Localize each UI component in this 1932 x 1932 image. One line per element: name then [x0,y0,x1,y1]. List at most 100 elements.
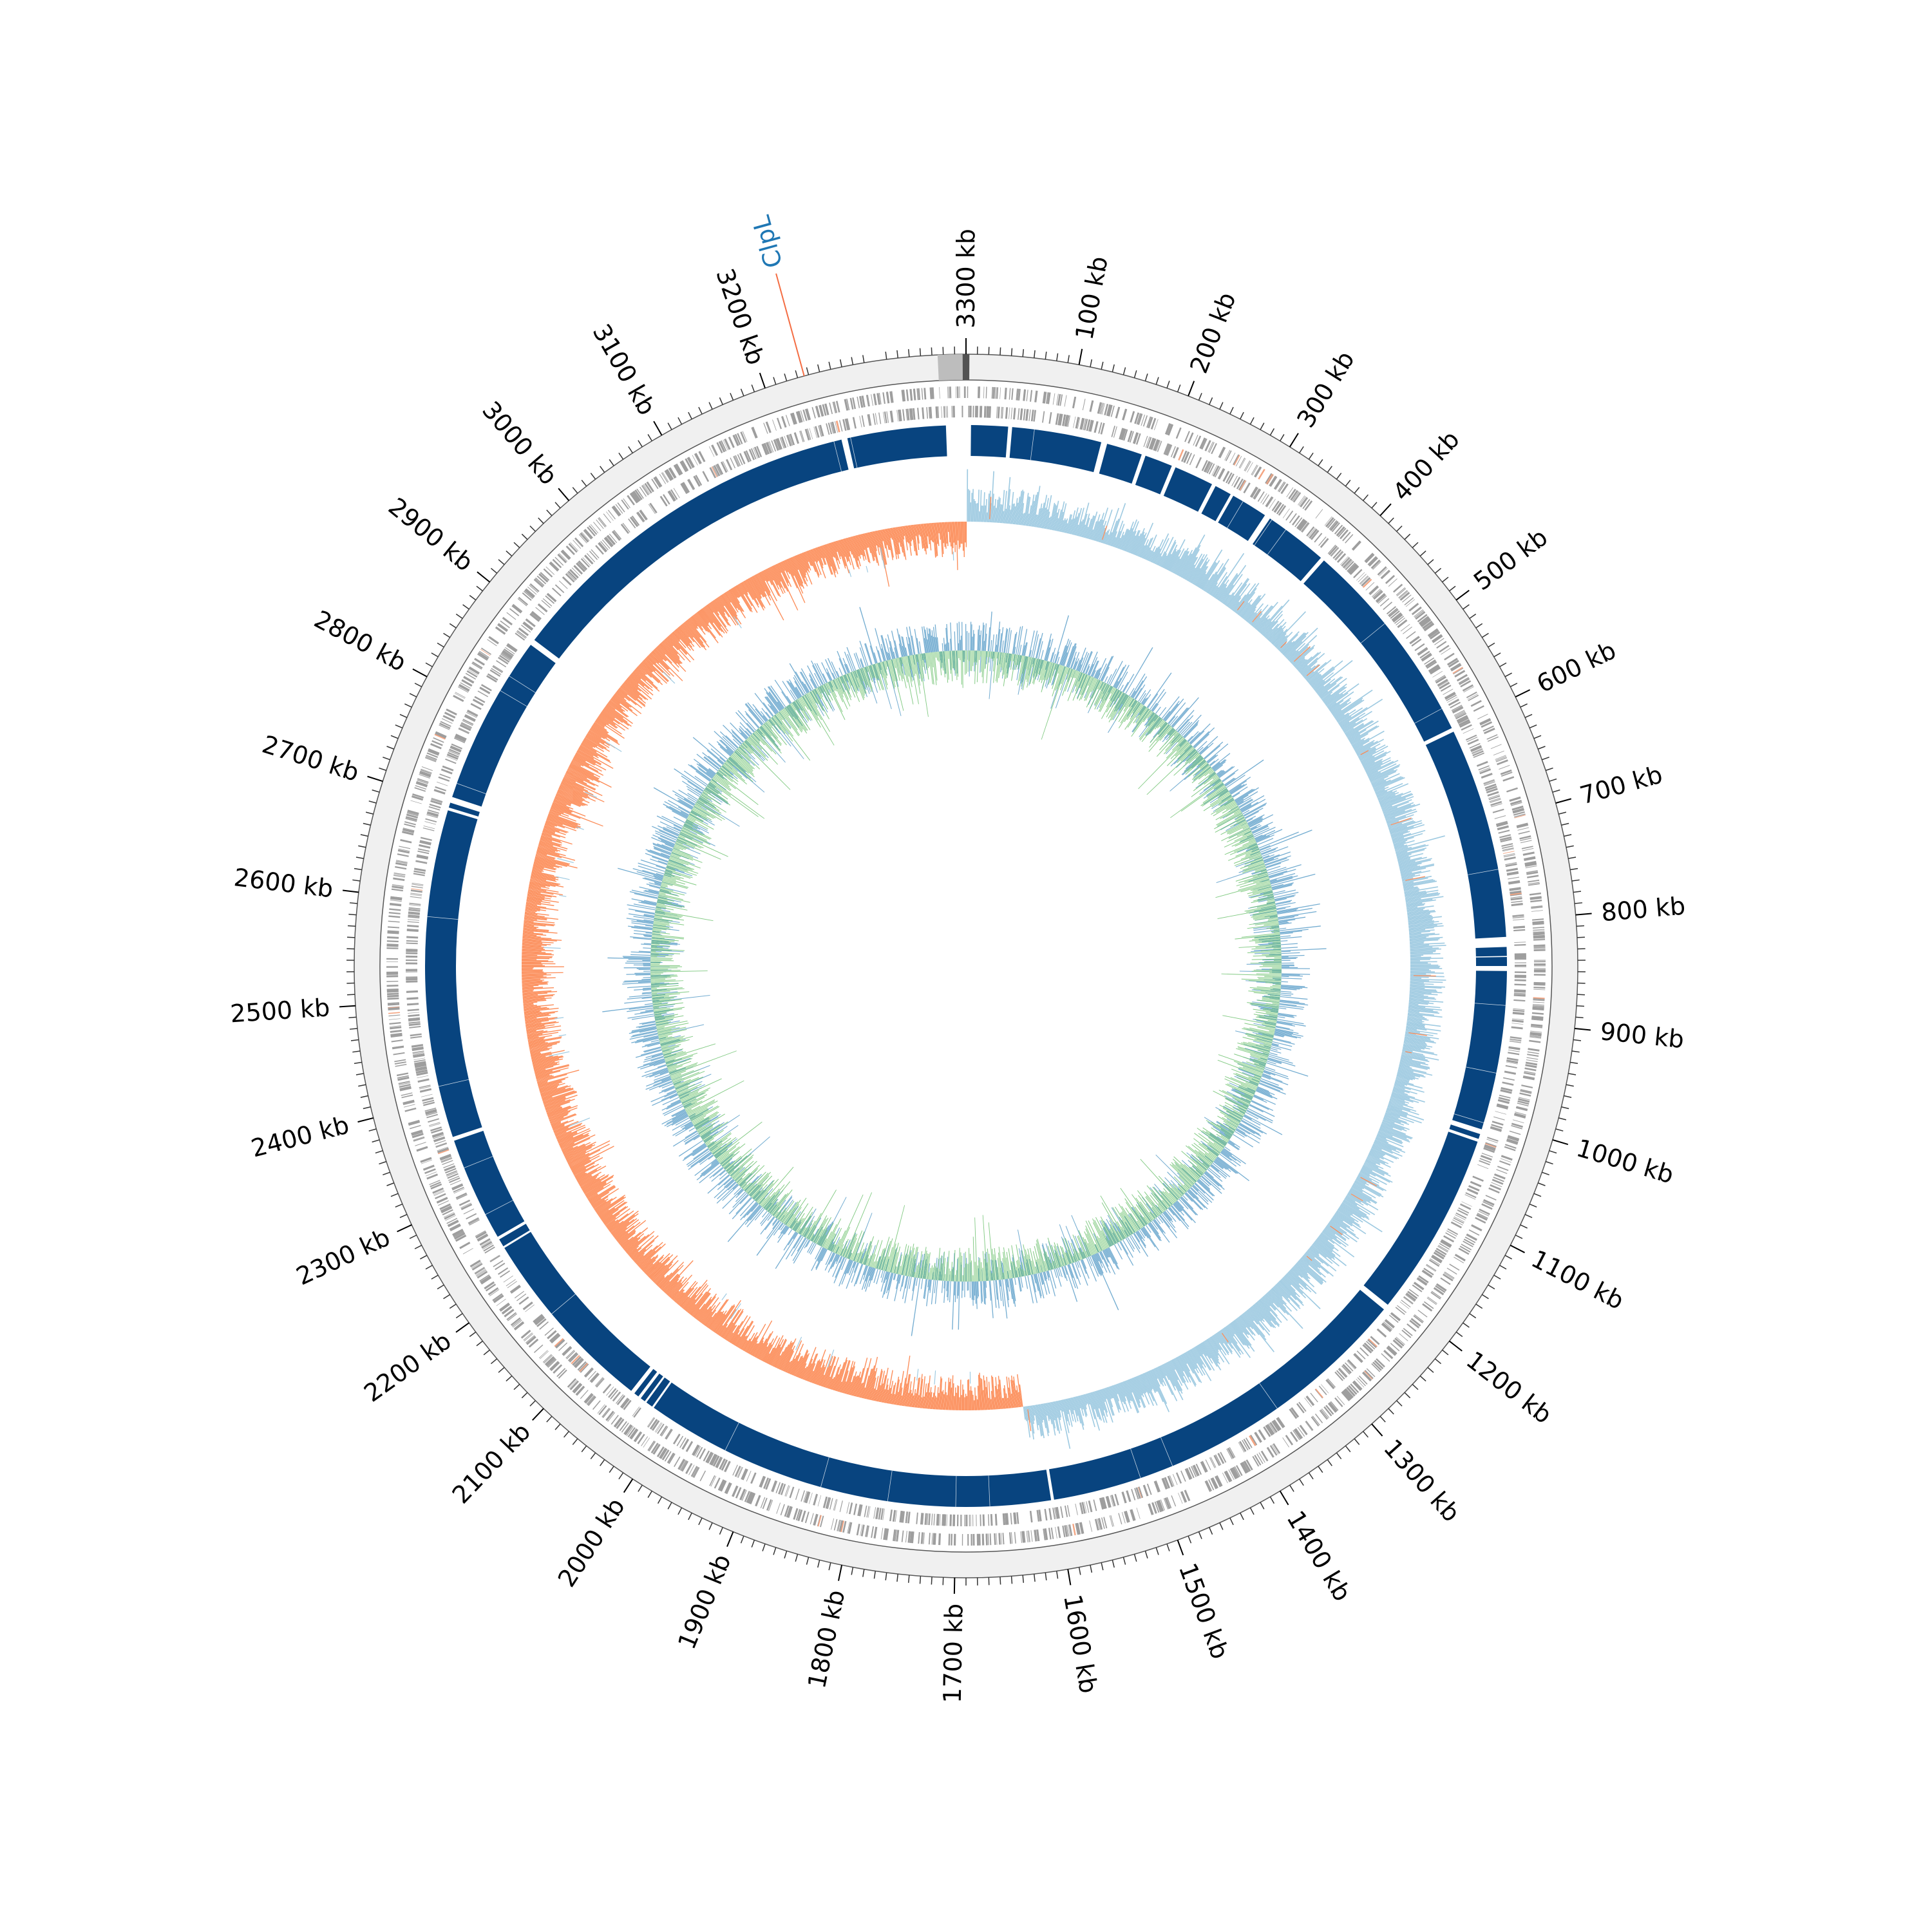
minor-tick [762,1544,766,1551]
gene [573,1358,583,1367]
tick-label: 2200 kb [359,1327,457,1408]
gene [386,966,399,967]
gene [446,1170,457,1176]
major-tick [1279,1490,1289,1506]
gene [436,1197,448,1203]
gene [1514,943,1526,946]
gene [1010,1532,1013,1544]
minor-tick [363,822,371,826]
minor-tick [795,370,799,378]
minor-tick [1566,845,1574,848]
gene [1164,1477,1170,1489]
gene [1359,575,1368,584]
gene [776,1502,781,1514]
gene [415,785,427,790]
gene [1532,926,1545,929]
gene [681,482,688,494]
gene [1088,419,1092,431]
gene [1513,809,1525,814]
gene [523,591,533,600]
gene [1498,1099,1510,1104]
gene [1017,388,1019,401]
gene [1288,488,1296,500]
minor-tick [1545,1160,1553,1165]
gene [674,1456,681,1467]
gene [569,1379,578,1389]
gene [726,1482,732,1495]
minor-tick [1177,384,1181,392]
gene [1021,1531,1025,1543]
gene [413,1059,426,1063]
gene [469,1219,480,1226]
gene [765,421,772,433]
gene [1340,529,1349,540]
gene [621,1398,630,1409]
gene [645,482,652,493]
skew-bar [961,1384,963,1410]
gene [620,524,629,535]
gene [1503,853,1515,857]
minor-tick [698,1517,703,1526]
gene [516,1293,527,1302]
gene [440,768,453,775]
gene [819,424,824,437]
gene [1285,510,1294,521]
minor-tick [347,994,355,996]
gene [1377,594,1387,603]
gene [745,450,752,462]
gene [721,440,727,451]
minor-tick [404,703,412,708]
minor-tick [1133,1554,1137,1562]
minor-tick [590,1452,596,1459]
gene [1456,674,1468,682]
minor-tick [1209,1527,1213,1535]
gene [1488,794,1500,799]
gene [598,542,607,553]
gene [889,1509,893,1522]
minor-tick [1363,1431,1368,1438]
gene [933,1513,935,1526]
gene [513,1321,524,1330]
minor-tick [1561,1106,1569,1110]
gene [1411,606,1422,616]
gene [408,913,420,915]
gene [1204,461,1211,473]
major-tick [357,1117,374,1123]
gene [1121,1511,1126,1524]
gene [431,1132,444,1137]
gene [963,386,966,399]
gene [1298,496,1306,506]
gene [412,793,424,799]
gene [408,911,421,914]
gene [580,558,590,568]
gene [1354,1352,1363,1363]
gene [1013,1512,1016,1524]
gene [1142,415,1148,427]
gene [1510,1038,1522,1041]
gene [629,1428,637,1439]
gene [464,676,475,683]
gene [1273,478,1282,489]
gene [1331,522,1340,533]
gene [687,479,695,490]
gene [419,772,431,778]
block [654,1382,1052,1507]
gene [1307,527,1316,538]
gene [1324,516,1332,526]
gene [859,1504,863,1517]
gene [573,565,583,575]
gene [393,878,405,882]
gene [1517,827,1530,831]
minor-tick [1537,746,1546,750]
gene [1463,728,1474,734]
minor-tick [1419,1375,1426,1382]
gene [492,666,503,674]
gene [1188,432,1194,444]
gene [1254,1455,1262,1466]
gene [430,1183,442,1189]
gene [1312,1416,1320,1426]
gene [734,1465,741,1477]
gene [590,524,599,534]
gene [445,758,457,764]
tick-label: 2600 kb [232,863,335,903]
